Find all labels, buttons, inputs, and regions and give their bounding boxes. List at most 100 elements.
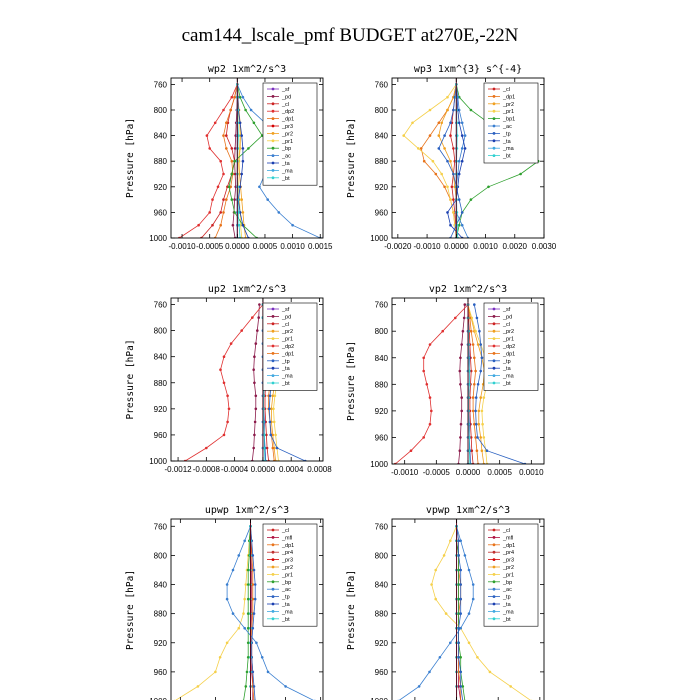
- legend-marker: [271, 161, 275, 165]
- data-point-ta: [449, 223, 452, 227]
- data-point-tp: [437, 147, 441, 150]
- data-point-cl: [225, 134, 228, 137]
- x-tick-label: 0.0010: [473, 242, 498, 251]
- data-point-dp1: [475, 449, 479, 453]
- data-point-ac: [459, 539, 463, 543]
- data-point-pr1: [274, 433, 277, 437]
- legend-marker: [271, 337, 275, 340]
- data-point-ac: [460, 223, 464, 227]
- data-point-ac: [471, 583, 475, 586]
- legend-entry: _bt: [502, 154, 511, 160]
- data-point-pr1: [488, 670, 492, 674]
- y-tick-label: 960: [154, 208, 168, 217]
- legend-marker: [271, 117, 275, 120]
- y-tick-label: 920: [154, 183, 168, 192]
- x-tick-label: -0.0012: [164, 465, 192, 474]
- x-tick-label: 0.0015: [308, 242, 333, 251]
- x-tick-label: 0.0000: [225, 242, 250, 251]
- x-tick-label: -0.0010: [391, 468, 419, 477]
- legend-entry: _pr2: [281, 131, 293, 137]
- legend-entry: _pr1: [502, 337, 514, 343]
- legend-entry: _ta: [502, 602, 512, 608]
- legend-marker: [492, 543, 496, 547]
- y-tick-label: 760: [375, 80, 389, 89]
- data-point-cl: [452, 198, 455, 201]
- y-tick-label: 920: [154, 639, 168, 648]
- y-tick-label: 1000: [149, 697, 167, 700]
- data-point-pr1: [431, 159, 435, 163]
- data-point-ac: [463, 134, 467, 137]
- x-tick-label: 0.0000: [444, 242, 469, 251]
- data-point-tp: [457, 656, 460, 659]
- data-point-ta: [241, 159, 245, 163]
- chart-panel-6: vpwp 1xm^2/s^3 Pressure [hPa] 760 800 840 880…: [346, 505, 545, 700]
- data-point-tp: [479, 343, 483, 346]
- legend-marker: [271, 573, 275, 576]
- legend-entry: _bp: [281, 580, 291, 586]
- data-point-tp: [479, 369, 483, 373]
- data-point-dp1: [251, 597, 255, 601]
- data-point-bp: [246, 656, 250, 659]
- data-point-pd: [253, 381, 256, 385]
- data-point-dp1: [443, 185, 446, 189]
- data-point-dp2: [222, 433, 226, 437]
- y-tick-label: 760: [375, 522, 389, 531]
- data-point-dp2: [205, 134, 209, 137]
- data-point-bp: [246, 583, 250, 586]
- data-point-ta: [460, 134, 464, 137]
- series-line-pr1: [175, 526, 251, 700]
- data-point-dp2: [422, 369, 426, 373]
- data-point-ac: [438, 656, 442, 659]
- data-point-dp2: [211, 198, 214, 201]
- legend-entry: _ac: [502, 124, 512, 130]
- legend-marker: [271, 528, 275, 532]
- legend-entry: _pr2: [502, 102, 514, 108]
- data-point-bt: [263, 433, 266, 437]
- data-point-tp: [268, 420, 272, 424]
- legend-entry: _dp1: [502, 543, 515, 549]
- legend-marker: [271, 374, 275, 377]
- legend-marker: [271, 565, 275, 569]
- legend-entry: _pr2: [502, 565, 514, 571]
- x-tick-label: 0.0004: [279, 465, 304, 474]
- data-point-tp: [457, 641, 460, 645]
- legend-entry: _dp2: [281, 344, 294, 350]
- series-line-ac: [398, 526, 474, 700]
- data-point-dp1: [219, 223, 222, 227]
- data-point-tp: [252, 568, 256, 572]
- data-point-dp1: [428, 134, 432, 137]
- data-point-dp2: [428, 343, 432, 346]
- data-point-tp: [459, 583, 463, 586]
- x-tick-label: 0.0000: [456, 468, 481, 477]
- data-point-dp1: [229, 108, 232, 112]
- data-point-pr1: [481, 422, 484, 426]
- legend-entry: _pr1: [281, 337, 293, 343]
- legend-entry: _dp2: [502, 344, 515, 350]
- data-point-dp2: [422, 436, 426, 439]
- data-point-ac: [459, 626, 463, 630]
- legend-marker: [492, 558, 496, 561]
- data-point-dp2: [222, 172, 225, 176]
- y-tick-label: 880: [154, 379, 168, 388]
- data-point-ac: [231, 568, 235, 572]
- data-point-tp: [443, 134, 446, 137]
- legend-marker: [492, 117, 496, 120]
- data-point-pr1: [434, 597, 438, 601]
- data-point-dp1: [474, 436, 477, 439]
- data-point-dp1: [473, 356, 476, 360]
- data-point-pr1: [237, 626, 241, 630]
- data-point-pr1: [474, 329, 477, 333]
- y-tick-label: 800: [154, 106, 168, 115]
- data-point-pr1: [442, 554, 446, 557]
- data-point-bp: [469, 198, 473, 201]
- legend-entry: _cl: [281, 322, 289, 328]
- data-point-pd: [255, 329, 259, 332]
- data-point-pr1: [417, 147, 420, 150]
- y-tick-label: 920: [375, 639, 389, 648]
- panel-title: vpwp 1xm^2/s^3: [426, 505, 510, 516]
- data-point-dp2: [229, 342, 233, 345]
- legend-marker: [492, 536, 496, 539]
- data-point-pd: [253, 420, 257, 424]
- data-point-pd: [254, 342, 258, 345]
- data-point-pr2: [443, 147, 446, 150]
